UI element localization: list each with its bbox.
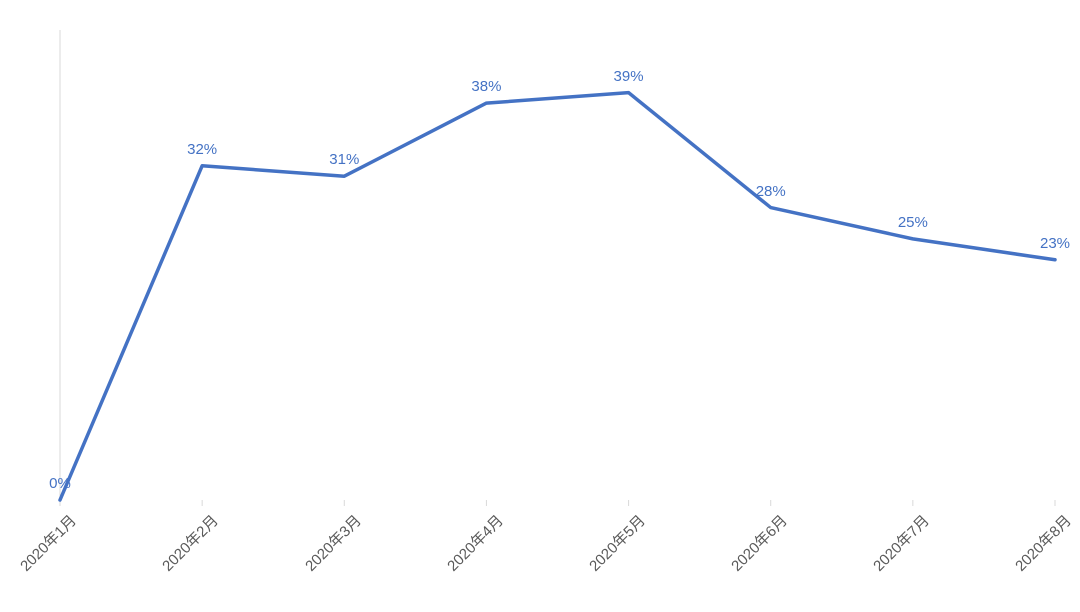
data-label: 0% [49, 475, 71, 492]
data-label: 25% [898, 214, 928, 231]
data-label: 31% [329, 151, 359, 168]
data-label: 23% [1040, 235, 1070, 252]
data-label: 28% [756, 183, 786, 200]
data-label: 32% [187, 141, 217, 158]
line-chart: 0%32%31%38%39%28%25%23%2020年1月2020年2月202… [0, 0, 1080, 612]
data-label: 38% [471, 78, 501, 95]
data-label: 39% [614, 68, 644, 85]
